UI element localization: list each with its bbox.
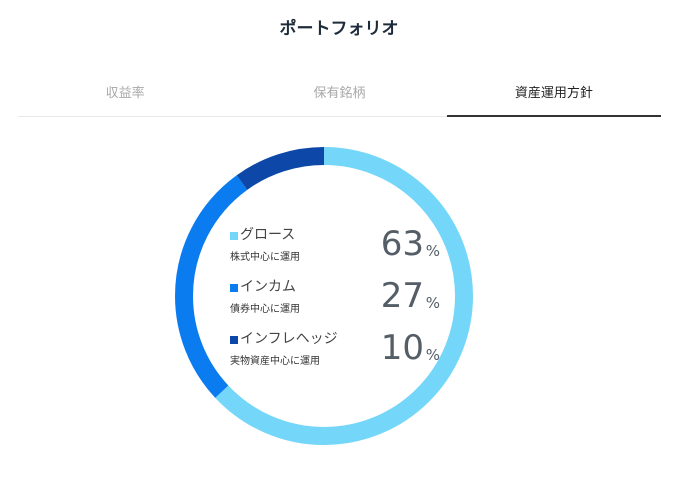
income-swatch-icon <box>230 284 238 292</box>
legend-item-value: 63 <box>380 224 424 264</box>
legend-item-value: 10 <box>380 328 424 368</box>
legend-item-unit: % <box>425 346 440 364</box>
tab-holdings[interactable]: 保有銘柄 <box>313 86 366 101</box>
donut-segment-income <box>175 147 473 445</box>
allocation-legend: グロース 株式中心に運用 63 % インカム 債券中心に運用 27 % インフレ… <box>230 222 440 378</box>
allocation-donut-chart <box>174 146 474 446</box>
legend-item-value: 27 <box>380 276 424 316</box>
tab-bar: 収益率 保有銘柄 資産運用方針 <box>18 74 661 117</box>
legend-item-growth: グロース 株式中心に運用 63 % <box>230 222 440 274</box>
inflation-hedge-swatch-icon <box>230 336 238 344</box>
tab-returns[interactable]: 収益率 <box>105 86 145 101</box>
legend-item-description: 債券中心に運用 <box>230 304 300 315</box>
growth-swatch-icon <box>230 232 238 240</box>
legend-item-unit: % <box>425 242 440 260</box>
legend-item-description: 実物資産中心に運用 <box>230 356 320 367</box>
legend-item-name: インカム <box>240 279 296 295</box>
page-title: ポートフォリオ <box>279 19 399 39</box>
donut-segment-inflation-hedge <box>175 147 473 445</box>
legend-item-unit: % <box>425 294 440 312</box>
tab-investment-policy[interactable]: 資産運用方針 <box>446 74 661 117</box>
legend-item-name: グロース <box>240 227 296 243</box>
legend-item-inflation-hedge: インフレヘッジ 実物資産中心に運用 10 % <box>230 326 440 378</box>
legend-item-name: インフレヘッジ <box>240 331 338 347</box>
legend-item-income: インカム 債券中心に運用 27 % <box>230 274 440 326</box>
legend-item-description: 株式中心に運用 <box>230 252 300 263</box>
donut-svg <box>175 147 473 445</box>
